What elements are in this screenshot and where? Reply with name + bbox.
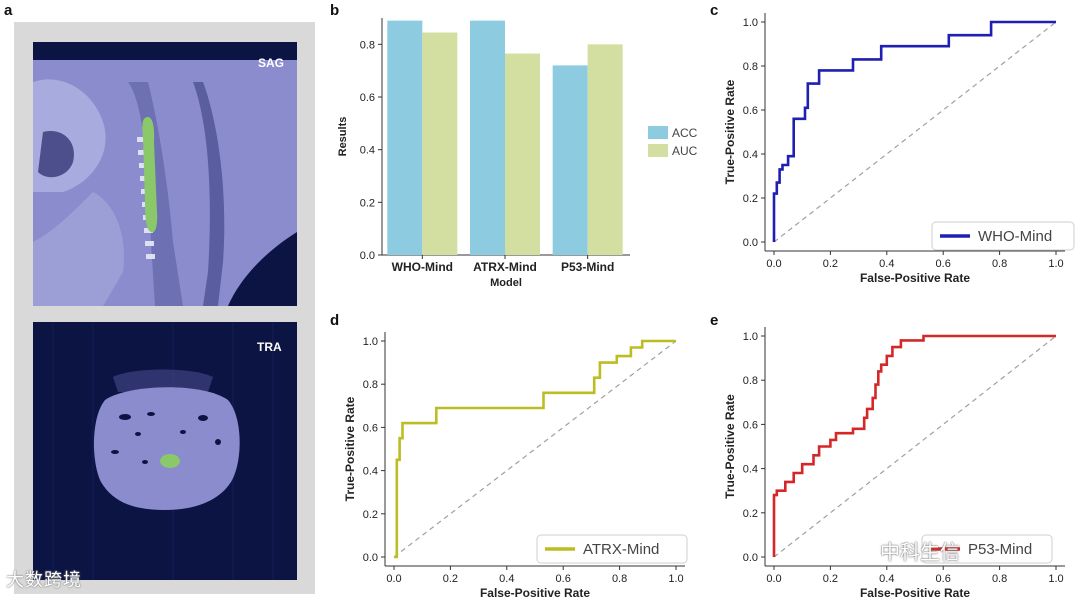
x-tick-label: 0.4 — [499, 573, 514, 585]
legend-swatch-auc — [648, 144, 668, 157]
mri-panel-frame: SAG TRA — [14, 22, 315, 594]
x-axis-title: Model — [490, 277, 522, 289]
y-tick-label: 0.4 — [363, 466, 378, 478]
y-tick-label: 0.8 — [743, 61, 758, 73]
x-tick-label: 0.8 — [992, 573, 1007, 585]
x-tick-label: 0.0 — [766, 258, 781, 270]
roc-curve-atrx-mind — [394, 339, 676, 559]
y-tick-label: 0.4 — [743, 464, 758, 476]
roc-curve-who-mind — [772, 20, 1056, 242]
roc-chart-e: 0.0 0.0 0.2 0.2 0.4 0.4 0.6 0.6 0.8 0.8 1.0 1.0 Fals… — [723, 327, 1065, 600]
legend-label-acc: ACC — [672, 126, 698, 140]
legend-label: WHO-Mind — [978, 228, 1052, 245]
bar-chart-b: 0.0 0.2 0.4 0.6 0.8 WHO-Mind ATRX-Mind P53-Mind… — [337, 18, 698, 289]
bar-acc-who-mind — [387, 20, 423, 256]
sag-label: SAG — [258, 56, 285, 70]
y-tick-label: 0.0 — [360, 250, 375, 262]
transverse-mri-image: TRA — [33, 322, 297, 580]
sagittal-mri-illustration — [33, 42, 297, 306]
x-tick-label: 1.0 — [668, 573, 683, 585]
y-tick-label: 0.2 — [743, 508, 758, 520]
y-tick-label: 0.4 — [743, 149, 758, 161]
roc-chart-d: 0.0 0.0 0.2 0.2 0.4 0.4 0.6 0.6 0.8 0.8 1.0 1.0 Fals… — [343, 332, 688, 600]
x-tick-label: WHO-Mind — [392, 260, 453, 274]
chance-diagonal — [773, 21, 1057, 243]
x-tick-label: 0.6 — [556, 573, 571, 585]
y-axis-title: True-Positive Rate — [723, 79, 737, 184]
panel-letter-e: e — [710, 312, 719, 329]
legend-box — [931, 221, 1075, 251]
y-tick-label: 0.4 — [360, 145, 375, 157]
x-tick-label: 0.4 — [879, 573, 894, 585]
y-tick-label: 0.6 — [743, 105, 758, 117]
x-tick-label: 0.0 — [386, 573, 401, 585]
y-tick-label: 0.2 — [360, 197, 375, 209]
y-tick-label: 0.6 — [360, 92, 375, 104]
y-tick-label: 0.0 — [363, 552, 378, 564]
roc-chart-c: 0.0 0.0 0.2 0.2 0.4 0.4 0.6 0.6 0.8 0.8 1.0 1.0 Fals… — [723, 13, 1075, 285]
y-tick-label: 1.0 — [743, 17, 758, 29]
y-tick-label: 1.0 — [743, 331, 758, 343]
x-tick-label: 0.8 — [992, 258, 1007, 270]
bar-acc-p53-mind — [552, 65, 588, 256]
panel-letter-d: d — [330, 312, 340, 329]
x-tick-label: 0.6 — [936, 258, 951, 270]
bar-auc-who-mind — [422, 32, 458, 255]
y-tick-label: 0.8 — [360, 39, 375, 51]
roc-curve-p53-mind — [772, 334, 1056, 557]
chance-diagonal — [393, 340, 677, 558]
y-axis-title: True-Positive Rate — [343, 396, 357, 501]
watermark-right: 中科生信 — [880, 540, 960, 564]
y-tick-label: 0.6 — [363, 422, 378, 434]
x-axis-title: False-Positive Rate — [480, 586, 590, 600]
y-axis-title: Results — [337, 117, 349, 157]
y-tick-label: 0.0 — [743, 552, 758, 564]
y-tick-label: 0.8 — [743, 375, 758, 387]
bar-auc-p53-mind — [587, 44, 623, 256]
chance-diagonal — [773, 335, 1057, 558]
x-tick-label: 1.0 — [1048, 573, 1063, 585]
y-tick-label: 0.6 — [743, 419, 758, 431]
x-tick-label: P53-Mind — [561, 260, 614, 274]
legend-label: ATRX-Mind — [583, 541, 659, 558]
x-axis-title: False-Positive Rate — [860, 271, 970, 285]
y-tick-label: 1.0 — [363, 336, 378, 348]
panel-letter-c: c — [710, 2, 719, 19]
x-axis-title: False-Positive Rate — [860, 586, 970, 600]
bar-acc-atrx-mind — [470, 20, 505, 256]
y-tick-label: 0.8 — [363, 379, 378, 391]
x-tick-label: 0.6 — [936, 573, 951, 585]
y-axis-title: True-Positive Rate — [723, 394, 737, 499]
panel-letter-b: b — [330, 2, 340, 19]
legend-box — [536, 534, 688, 564]
legend-swatch-acc — [648, 126, 668, 139]
x-tick-label: 0.2 — [443, 573, 458, 585]
x-tick-label: 0.2 — [823, 573, 838, 585]
x-tick-label: 0.4 — [879, 258, 894, 270]
x-tick-label: 0.8 — [612, 573, 627, 585]
x-tick-label: ATRX-Mind — [473, 260, 537, 274]
tra-label: TRA — [257, 340, 282, 354]
sagittal-mri-image: SAG — [33, 42, 297, 306]
watermark-left: 大数跨境 — [6, 570, 82, 591]
y-tick-label: 0.2 — [743, 193, 758, 205]
legend-label: P53-Mind — [968, 541, 1032, 558]
x-tick-label: 0.0 — [766, 573, 781, 585]
x-tick-label: 0.2 — [823, 258, 838, 270]
x-tick-label: 1.0 — [1048, 258, 1063, 270]
panel-letter-a: a — [4, 2, 13, 19]
y-tick-label: 0.2 — [363, 509, 378, 521]
legend-box — [921, 534, 1053, 564]
legend-label-auc: AUC — [672, 144, 698, 158]
transverse-mri-illustration — [33, 322, 297, 580]
bar-auc-atrx-mind — [505, 53, 540, 255]
y-tick-label: 0.0 — [743, 237, 758, 249]
